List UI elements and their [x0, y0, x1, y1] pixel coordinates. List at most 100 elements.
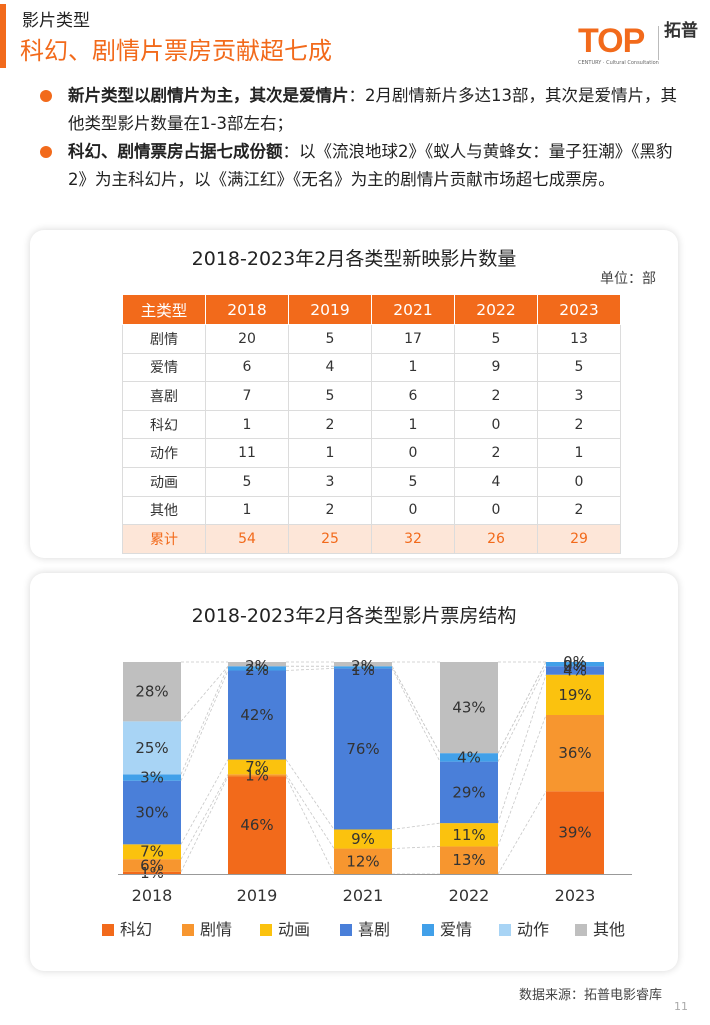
table-cell: 2 [288, 409, 372, 440]
table-cell: 0 [454, 495, 538, 526]
bar-segment [440, 846, 498, 874]
bar-segment [546, 791, 604, 874]
table-cell: 1 [205, 495, 289, 526]
connector-line [391, 666, 441, 754]
table-cell: 1 [205, 409, 289, 440]
bar-segment [334, 848, 392, 874]
data-label: 76% [346, 740, 379, 758]
bar-segment [546, 662, 604, 667]
table-cell: 0 [371, 495, 455, 526]
data-label: 36% [558, 744, 591, 762]
table-row: 动作 11 1 0 2 1 [122, 438, 621, 468]
connector-line [285, 774, 335, 849]
connector-line [180, 759, 229, 845]
connector-line [285, 667, 335, 671]
bar-segment [334, 666, 392, 669]
table-cell: 5 [371, 466, 455, 497]
x-tick-label: 2023 [555, 886, 596, 905]
data-label: 2% [563, 657, 587, 675]
table-header-cell: 2022 [454, 294, 538, 325]
table-cell: 2 [454, 438, 538, 468]
table-cell: 科幻 [122, 409, 206, 440]
table-cell: 3 [537, 381, 621, 411]
legend-label: 其他 [593, 920, 625, 939]
connector-line [180, 665, 229, 722]
table-cell: 11 [205, 438, 289, 468]
bullet-bold: 科幻、剧情票房占据七成份额 [68, 142, 283, 161]
data-label: 19% [558, 686, 591, 704]
table-cell: 6 [205, 352, 289, 383]
data-label: 2% [245, 661, 269, 679]
table-cell: 6 [371, 381, 455, 411]
table-total-cell: 26 [454, 524, 538, 554]
bar-segment [334, 662, 392, 667]
table-cell: 5 [288, 381, 372, 411]
table-cell: 13 [537, 324, 621, 354]
table-cell: 17 [371, 324, 455, 354]
table-cell: 20 [205, 324, 289, 354]
table-cell: 0 [371, 438, 455, 468]
data-label: 46% [240, 816, 273, 834]
connector-line [180, 774, 229, 860]
bar-segment [334, 668, 392, 830]
x-tick-label: 2022 [449, 886, 490, 905]
logo-divider [658, 26, 659, 60]
table-cell: 9 [454, 352, 538, 383]
connector-line [497, 714, 547, 847]
bullet-dot-icon [40, 90, 52, 102]
data-label: 30% [135, 804, 168, 822]
legend-label: 动画 [278, 920, 310, 939]
table-cell: 爱情 [122, 352, 206, 383]
section-kicker: 影片类型 [22, 11, 90, 31]
data-source: 数据来源：拓普电影睿库 [518, 988, 662, 1003]
table-total-cell: 29 [537, 524, 621, 554]
connector-line [497, 661, 547, 754]
data-label: 1% [245, 766, 269, 784]
table-header-cell: 2021 [371, 294, 455, 325]
table-total-cell: 32 [371, 524, 455, 554]
data-label: 29% [452, 783, 485, 801]
data-label: 11% [452, 826, 485, 844]
connector-line [285, 759, 335, 830]
bar-segment [440, 761, 498, 824]
bullet-text: ：2月剧情新片多达13部，其次是爱情片，其他类型影片数量在1-3部左右； [68, 86, 677, 133]
bar-segment [228, 662, 286, 667]
bar-segment [546, 674, 604, 715]
bullet-list: 新片类型以剧情片为主，其次是爱情片：2月剧情新片多达13部，其次是爱情片，其他类… [40, 82, 690, 194]
data-label: 42% [240, 706, 273, 724]
table-cell: 3 [288, 466, 372, 497]
bar-segment [228, 670, 286, 760]
table-header-cell: 2019 [288, 294, 372, 325]
data-label: 7% [245, 758, 269, 776]
bullet-bold: 新片类型以剧情片为主，其次是爱情片 [68, 86, 349, 105]
legend-swatch [575, 924, 587, 936]
data-label: 0% [563, 653, 587, 671]
table-card: 2018-2023年2月各类型新映影片数量 单位：部 主类型 2018 2019 20… [30, 230, 678, 558]
bar-segment [334, 829, 392, 849]
page-number: 11 [674, 1000, 688, 1013]
table-cell: 2 [537, 495, 621, 526]
table-row: 剧情 20 5 17 5 13 [122, 324, 621, 354]
bar-segment [228, 776, 286, 874]
legend-label: 喜剧 [358, 920, 390, 939]
legend-label: 科幻 [120, 920, 152, 939]
bar-segment [123, 774, 181, 781]
data-label: 0% [563, 657, 587, 675]
bar-segment [123, 871, 181, 874]
table-cell: 剧情 [122, 324, 206, 354]
connector-line [391, 846, 441, 849]
bar-segment [123, 859, 181, 872]
table-row: 喜剧 7 5 6 2 3 [122, 381, 621, 411]
table-cell: 7 [205, 381, 289, 411]
page-headline: 科幻、剧情片票房贡献超七成 [20, 37, 332, 65]
data-label: 1% [140, 864, 164, 882]
connector-line [497, 666, 547, 762]
logo-cn: 拓普 [664, 21, 698, 41]
data-label: 12% [346, 852, 379, 870]
logo-mark: TOP [578, 22, 645, 60]
table-cell: 5 [454, 324, 538, 354]
x-tick-label: 2021 [343, 886, 384, 905]
table-total-cell: 54 [205, 524, 289, 554]
table-cell: 0 [454, 409, 538, 440]
data-label: 7% [140, 843, 164, 861]
